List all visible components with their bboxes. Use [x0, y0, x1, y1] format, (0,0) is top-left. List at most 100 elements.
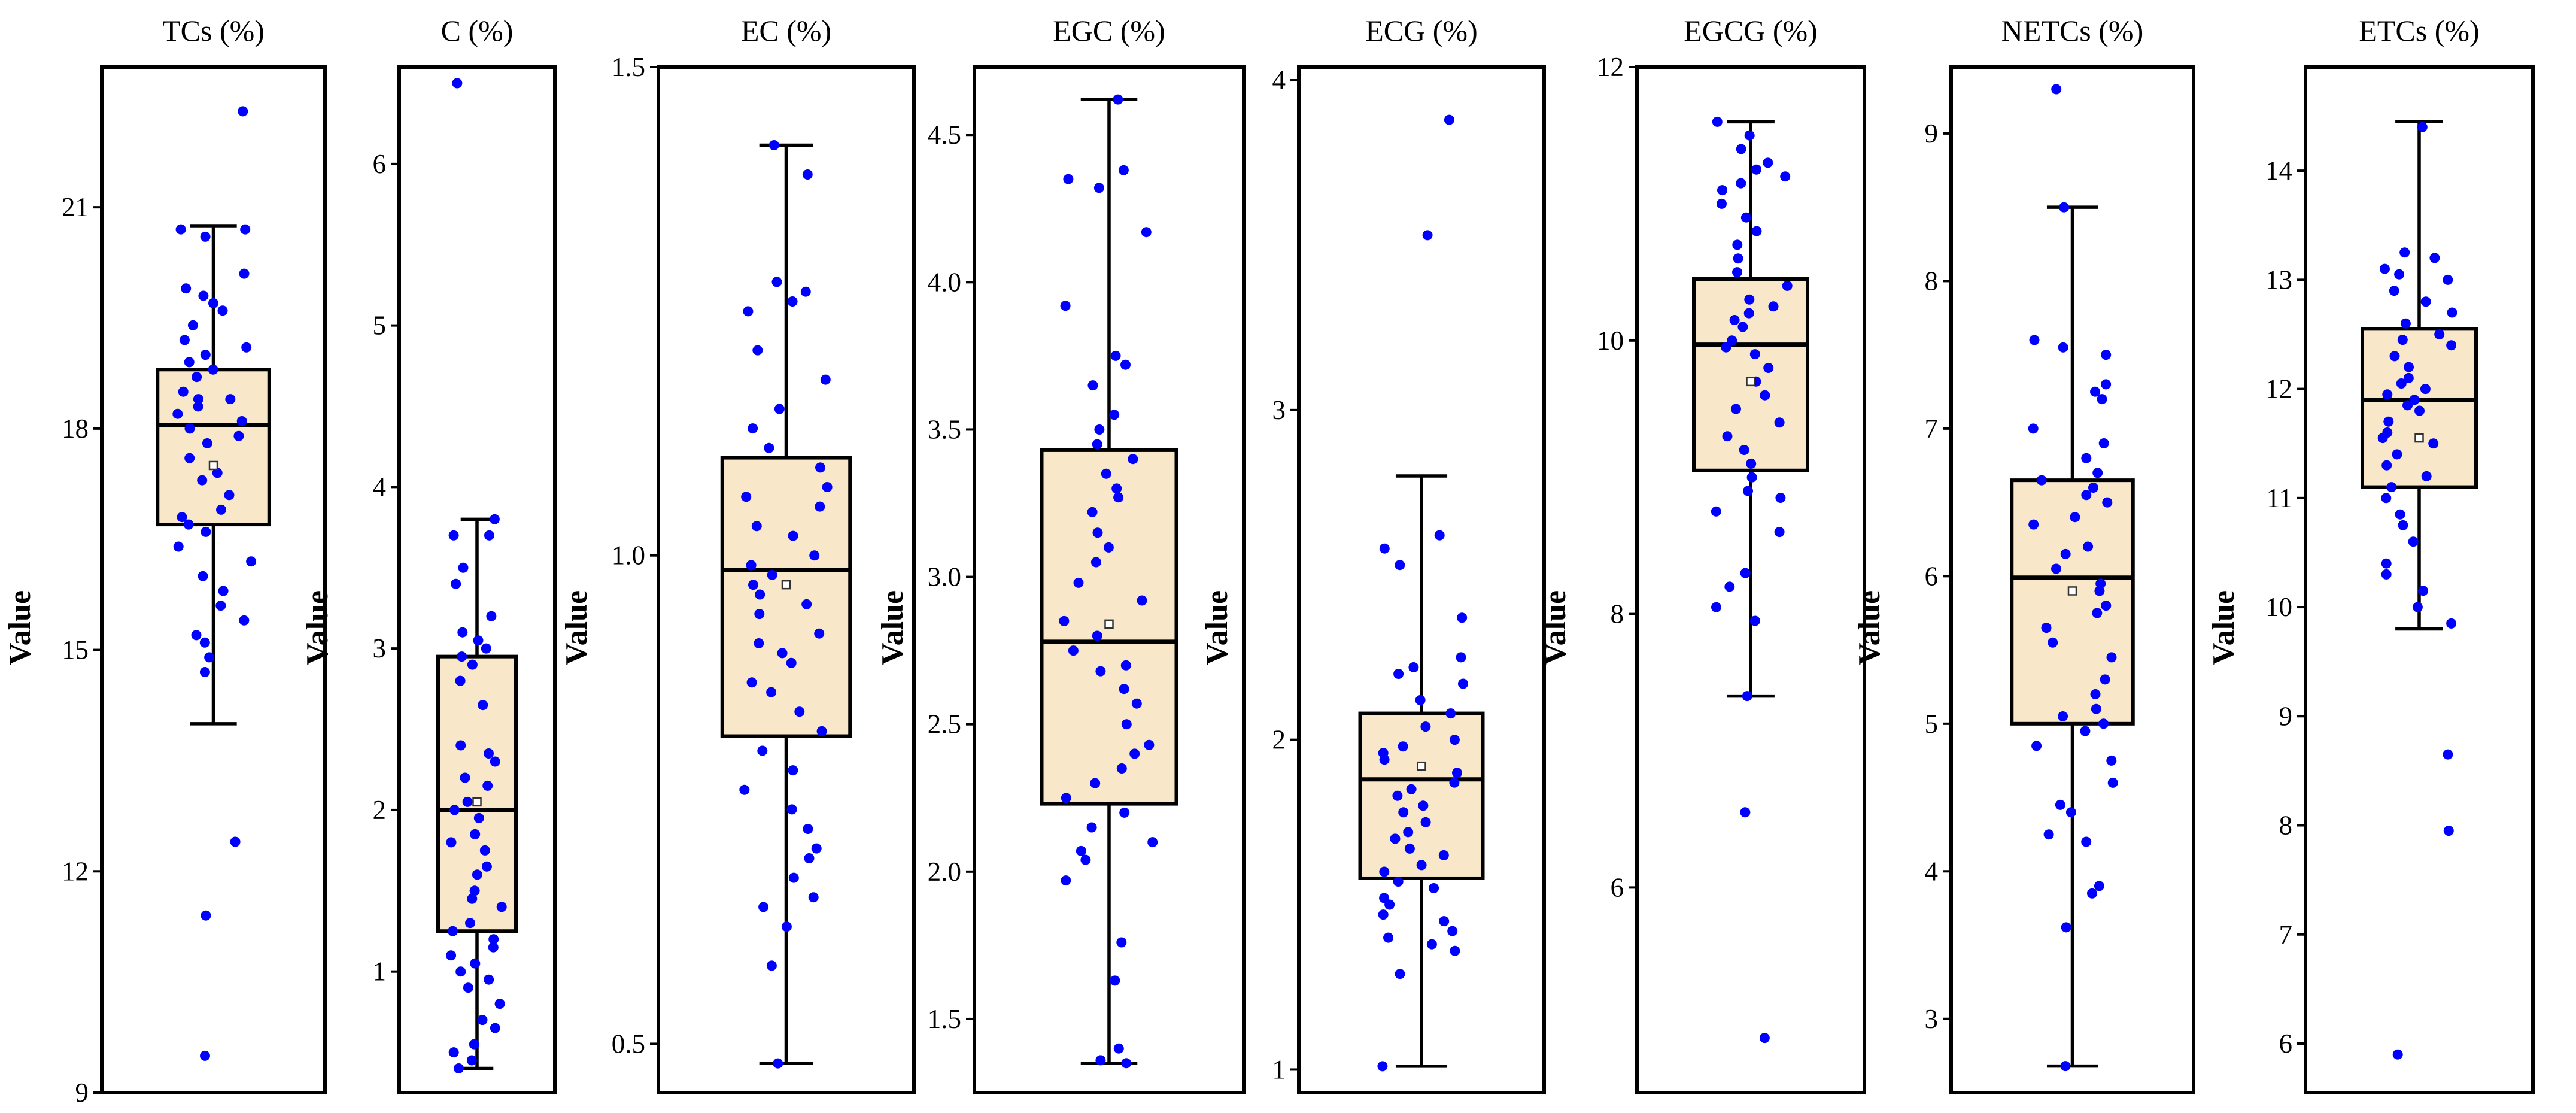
- data-point: [2094, 881, 2104, 891]
- data-point: [1729, 315, 1740, 325]
- data-point: [1774, 417, 1785, 428]
- iqr-box: [1692, 277, 1809, 472]
- data-point: [494, 999, 505, 1009]
- data-point: [1458, 678, 1468, 689]
- data-point: [1457, 612, 1468, 623]
- data-point: [1717, 185, 1727, 196]
- panel-netcs: NETCs (%) Value 3 4 5 6 7 8 9: [1852, 14, 2195, 1094]
- data-point: [200, 1050, 210, 1061]
- data-point: [1101, 468, 1111, 479]
- panel-title: C (%): [441, 14, 514, 47]
- data-point: [233, 430, 244, 441]
- data-point: [1452, 768, 1462, 778]
- data-point: [788, 530, 798, 541]
- data-point: [1076, 845, 1086, 856]
- y-tick-label: 4: [373, 472, 387, 502]
- data-point: [2041, 623, 2052, 633]
- data-point: [199, 637, 210, 648]
- panel-c: C (%) Value 1 2 3 4 5 6: [300, 14, 557, 1094]
- y-tick-label: 6: [1611, 872, 1624, 902]
- y-axis-label: Value: [1852, 590, 1887, 665]
- data-point: [1743, 308, 1754, 319]
- data-point: [1731, 404, 1741, 414]
- data-point: [470, 829, 481, 839]
- data-point: [2088, 483, 2098, 493]
- data-point: [481, 643, 491, 654]
- data-point: [1379, 543, 1390, 554]
- data-point: [801, 599, 812, 609]
- data-point: [1775, 493, 1786, 503]
- data-point: [1768, 301, 1779, 312]
- data-point: [746, 677, 757, 688]
- data-point: [1763, 157, 1773, 168]
- data-point: [224, 490, 235, 501]
- data-point: [1445, 708, 1456, 719]
- data-point: [2434, 329, 2445, 339]
- data-point: [758, 902, 769, 912]
- data-point: [1061, 793, 1071, 803]
- data-point: [212, 468, 223, 478]
- data-point: [2400, 318, 2411, 329]
- data-point: [202, 438, 212, 448]
- y-tick-label: 3: [1272, 395, 1286, 425]
- data-point: [2420, 384, 2431, 395]
- data-point: [2443, 274, 2453, 285]
- data-point: [1408, 662, 1419, 672]
- data-point: [192, 372, 202, 383]
- data-point: [786, 804, 797, 815]
- data-point: [1740, 212, 1751, 223]
- data-point: [1740, 807, 1751, 818]
- data-point: [218, 586, 229, 596]
- data-point: [198, 571, 208, 581]
- y-tick-label: 21: [62, 192, 89, 222]
- data-point: [239, 268, 250, 279]
- data-point: [177, 512, 187, 523]
- data-point: [2382, 389, 2393, 400]
- data-point: [460, 772, 470, 783]
- data-point: [1120, 660, 1131, 671]
- data-point: [2058, 342, 2068, 353]
- data-point: [473, 635, 484, 646]
- data-point: [2381, 460, 2392, 471]
- data-point: [2386, 482, 2397, 493]
- data-point: [2083, 541, 2094, 552]
- data-point: [1109, 410, 1120, 420]
- data-point: [2097, 394, 2107, 405]
- data-point: [1744, 130, 1755, 141]
- panel-frame: [2304, 65, 2535, 1094]
- mean-marker: [472, 797, 482, 807]
- data-point: [2446, 618, 2457, 629]
- data-point: [1760, 390, 1770, 401]
- y-tick-label: 13: [2265, 265, 2292, 295]
- panel-frame: [1949, 65, 2195, 1094]
- data-point: [1739, 445, 1749, 455]
- data-point: [2417, 122, 2428, 132]
- y-tick-label: 3: [1925, 1004, 1939, 1034]
- y-tick-label: 2.0: [928, 857, 961, 887]
- data-point: [1120, 359, 1131, 370]
- data-point: [230, 836, 241, 847]
- data-point: [754, 638, 764, 648]
- data-point: [201, 910, 211, 921]
- y-axis-label: Value: [1200, 590, 1234, 665]
- data-point: [172, 408, 183, 419]
- data-point: [1063, 174, 1074, 184]
- panel-title: EGC (%): [1053, 14, 1165, 47]
- data-point: [1711, 602, 1721, 612]
- data-point: [2091, 703, 2101, 714]
- data-point: [446, 950, 457, 961]
- data-point: [1746, 472, 1757, 483]
- data-point: [191, 630, 202, 641]
- y-tick-label: 12: [62, 856, 89, 886]
- data-point: [469, 885, 480, 896]
- data-point: [1749, 349, 1760, 360]
- data-point: [809, 550, 820, 561]
- y-tick-label: 9: [2279, 701, 2293, 731]
- data-point: [1416, 860, 1427, 871]
- data-point: [1090, 557, 1101, 568]
- data-point: [458, 562, 469, 573]
- data-point: [2443, 826, 2454, 836]
- y-tick-label: 15: [62, 635, 89, 665]
- data-point: [2392, 449, 2402, 460]
- y-tick-label: 8: [1611, 599, 1624, 629]
